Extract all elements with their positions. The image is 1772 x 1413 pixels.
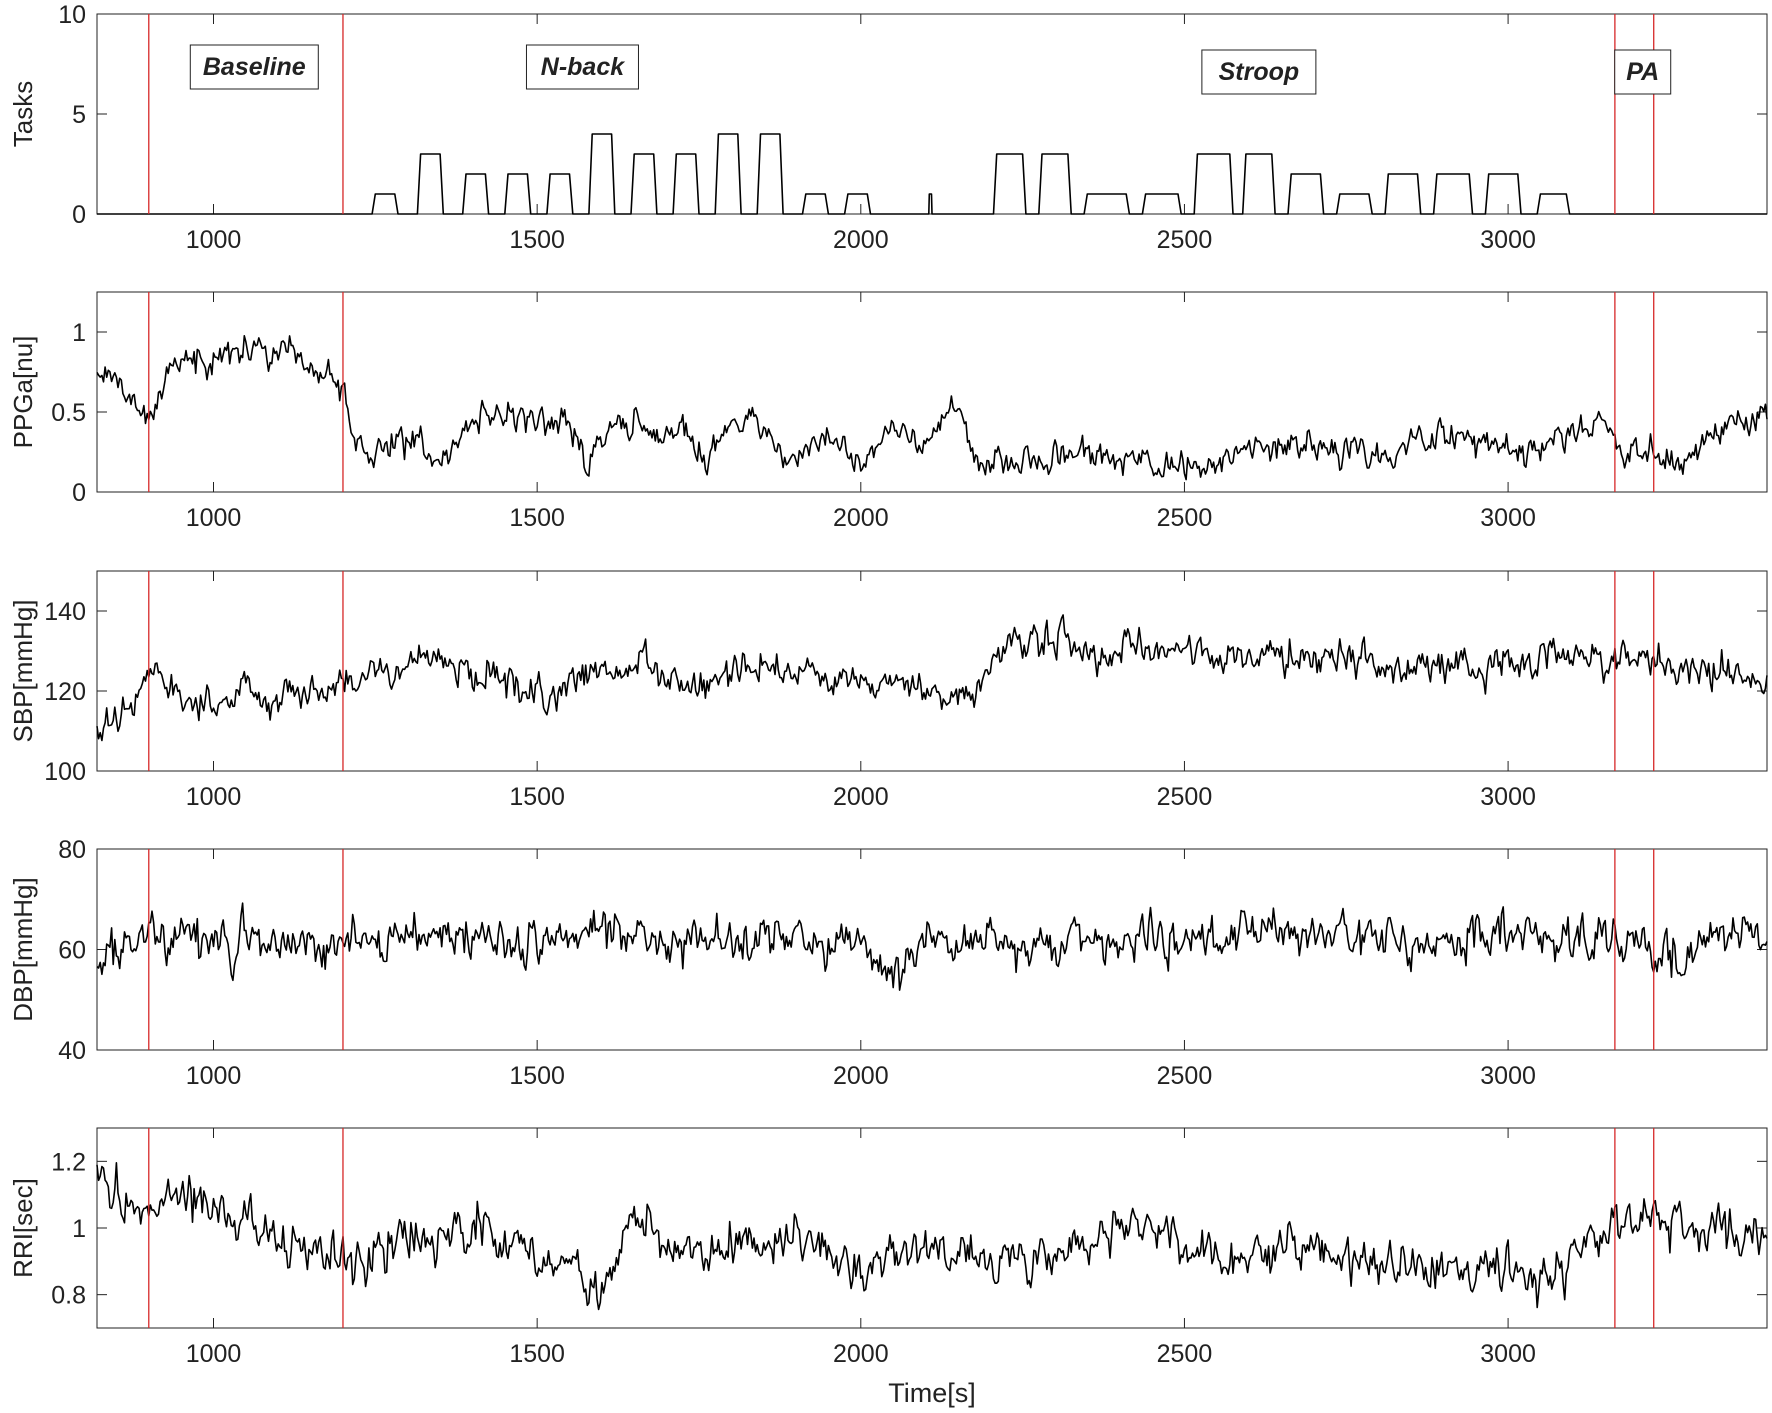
x-tick-label: 3000 bbox=[1480, 226, 1536, 254]
x-tick-label: 1500 bbox=[509, 226, 565, 254]
x-tick-label: 3000 bbox=[1480, 783, 1536, 811]
panel-4: 1000 1500 2000 2500 3000 40 60 80 DBP[mmHg] bbox=[8, 836, 1768, 1090]
phase-label: N-back bbox=[541, 53, 625, 81]
phase-label-box: N-back bbox=[525, 44, 639, 90]
phase-label-frame bbox=[525, 44, 639, 90]
y-tick-label: 60 bbox=[58, 937, 86, 965]
x-tick-label: 2000 bbox=[833, 1340, 889, 1368]
x-tick-label: 1500 bbox=[509, 1062, 565, 1090]
x-tick-label: 3000 bbox=[1480, 1062, 1536, 1090]
x-tick-label: 2000 bbox=[833, 504, 889, 532]
panel-2: 1000 1500 2000 2500 3000 0 0.5 1 PPGa[nu] bbox=[8, 291, 1768, 532]
x-tick-label: 2500 bbox=[1157, 1062, 1213, 1090]
x-axis-label: Time[s] bbox=[888, 1378, 976, 1408]
phase-label-box: PA bbox=[1614, 49, 1672, 95]
x-tick-label: 1000 bbox=[186, 226, 242, 254]
y-axis-label: SBP[mmHg] bbox=[8, 599, 38, 742]
panel-5: 1000 1500 2000 2500 3000 0.8 1 1.2 RRI[sec] Time[… bbox=[8, 1127, 1768, 1408]
y-tick-label: 1 bbox=[72, 319, 86, 347]
phase-label: Stroop bbox=[1219, 58, 1300, 86]
y-tick-label: 140 bbox=[44, 598, 86, 626]
phase-label: PA bbox=[1626, 58, 1659, 86]
x-tick-label: 1000 bbox=[186, 504, 242, 532]
y-axis-label: Tasks bbox=[8, 81, 38, 147]
y-tick-label: 5 bbox=[72, 101, 86, 129]
y-tick-label: 0.8 bbox=[51, 1282, 86, 1310]
y-tick-label: 80 bbox=[58, 836, 86, 864]
y-axis-label: PPGa[nu] bbox=[8, 336, 38, 449]
x-tick-label: 1000 bbox=[186, 1062, 242, 1090]
panel-1: 1000 1500 2000 2500 3000 0 5 10 Tasks Baseline N-b… bbox=[8, 1, 1768, 254]
x-tick-label: 3000 bbox=[1480, 1340, 1536, 1368]
phase-label: Baseline bbox=[203, 53, 306, 81]
axes-box bbox=[96, 848, 1768, 1051]
series-line bbox=[96, 614, 1768, 742]
phase-label-box: Baseline bbox=[189, 44, 319, 90]
x-tick-label: 1500 bbox=[509, 783, 565, 811]
x-tick-label: 2000 bbox=[833, 226, 889, 254]
phase-label-box: Stroop bbox=[1201, 49, 1317, 95]
phase-label-frame bbox=[1614, 49, 1672, 95]
x-tick-label: 2500 bbox=[1157, 783, 1213, 811]
y-tick-label: 0.5 bbox=[51, 399, 86, 427]
phase-label-frame bbox=[189, 44, 319, 90]
series-line bbox=[97, 133, 1767, 215]
y-axis-label: RRI[sec] bbox=[8, 1178, 38, 1278]
x-tick-label: 1500 bbox=[509, 504, 565, 532]
x-tick-label: 2000 bbox=[833, 783, 889, 811]
axes-box bbox=[96, 1127, 1768, 1329]
axes-box bbox=[96, 291, 1768, 493]
x-tick-label: 2500 bbox=[1157, 1340, 1213, 1368]
y-tick-label: 10 bbox=[58, 1, 86, 29]
y-axis-label: DBP[mmHg] bbox=[8, 877, 38, 1021]
y-tick-label: 100 bbox=[44, 758, 86, 786]
series-line bbox=[96, 1162, 1768, 1311]
series-line bbox=[96, 902, 1768, 991]
y-tick-label: 1.2 bbox=[51, 1148, 86, 1176]
x-tick-label: 2500 bbox=[1157, 226, 1213, 254]
y-tick-label: 40 bbox=[58, 1037, 86, 1065]
x-tick-label: 1000 bbox=[186, 1340, 242, 1368]
x-tick-label: 1000 bbox=[186, 783, 242, 811]
axes-box bbox=[96, 570, 1768, 772]
phase-label-frame bbox=[1201, 49, 1317, 95]
y-tick-label: 0 bbox=[72, 479, 86, 507]
y-tick-label: 1 bbox=[72, 1215, 86, 1243]
x-tick-label: 1500 bbox=[509, 1340, 565, 1368]
x-tick-label: 2000 bbox=[833, 1062, 889, 1090]
series-line bbox=[96, 335, 1768, 481]
axes-box bbox=[96, 13, 1768, 215]
y-tick-label: 0 bbox=[72, 201, 86, 229]
x-tick-label: 3000 bbox=[1480, 504, 1536, 532]
x-tick-label: 2500 bbox=[1157, 504, 1213, 532]
y-tick-label: 120 bbox=[44, 678, 86, 706]
